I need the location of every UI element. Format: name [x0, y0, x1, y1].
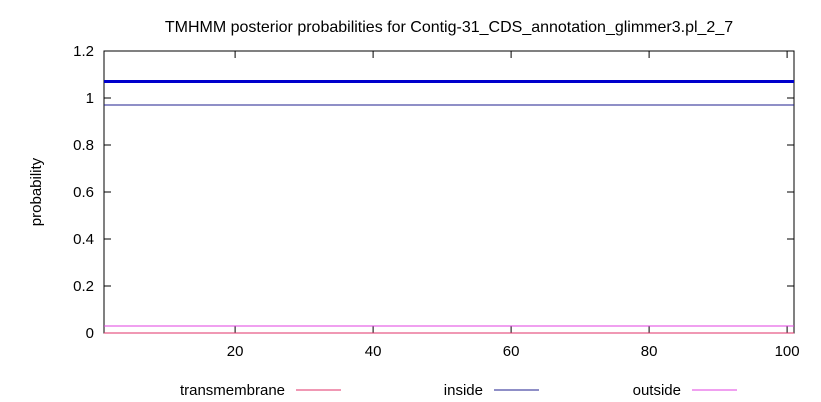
plot-area: 0 0.2 0.4 0.6 0.8 1 1.2 20 40 60 80 100: [73, 43, 799, 360]
x-tick-label: 100: [775, 343, 800, 360]
y-tick-label: 0.2: [73, 278, 94, 295]
y-tick-label: 0.4: [73, 231, 94, 248]
x-tick-label: 40: [365, 343, 382, 360]
y-tick-label: 0: [86, 325, 94, 342]
x-tick-label: 60: [503, 343, 520, 360]
legend-label-inside: inside: [444, 382, 483, 399]
y-tick-label: 1: [86, 90, 94, 107]
legend: transmembrane inside outside: [180, 382, 737, 399]
y-axis-label: probability: [28, 157, 45, 226]
y-tick-label: 0.8: [73, 137, 94, 154]
legend-label-transmembrane: transmembrane: [180, 382, 285, 399]
x-tick-label: 80: [641, 343, 658, 360]
x-tick-label: 20: [227, 343, 244, 360]
plot-frame: [103, 50, 795, 334]
legend-label-outside: outside: [633, 382, 681, 399]
y-tick-label: 1.2: [73, 43, 94, 60]
chart-title: TMHMM posterior probabilities for Contig…: [165, 19, 733, 36]
y-tick-label: 0.6: [73, 184, 94, 201]
